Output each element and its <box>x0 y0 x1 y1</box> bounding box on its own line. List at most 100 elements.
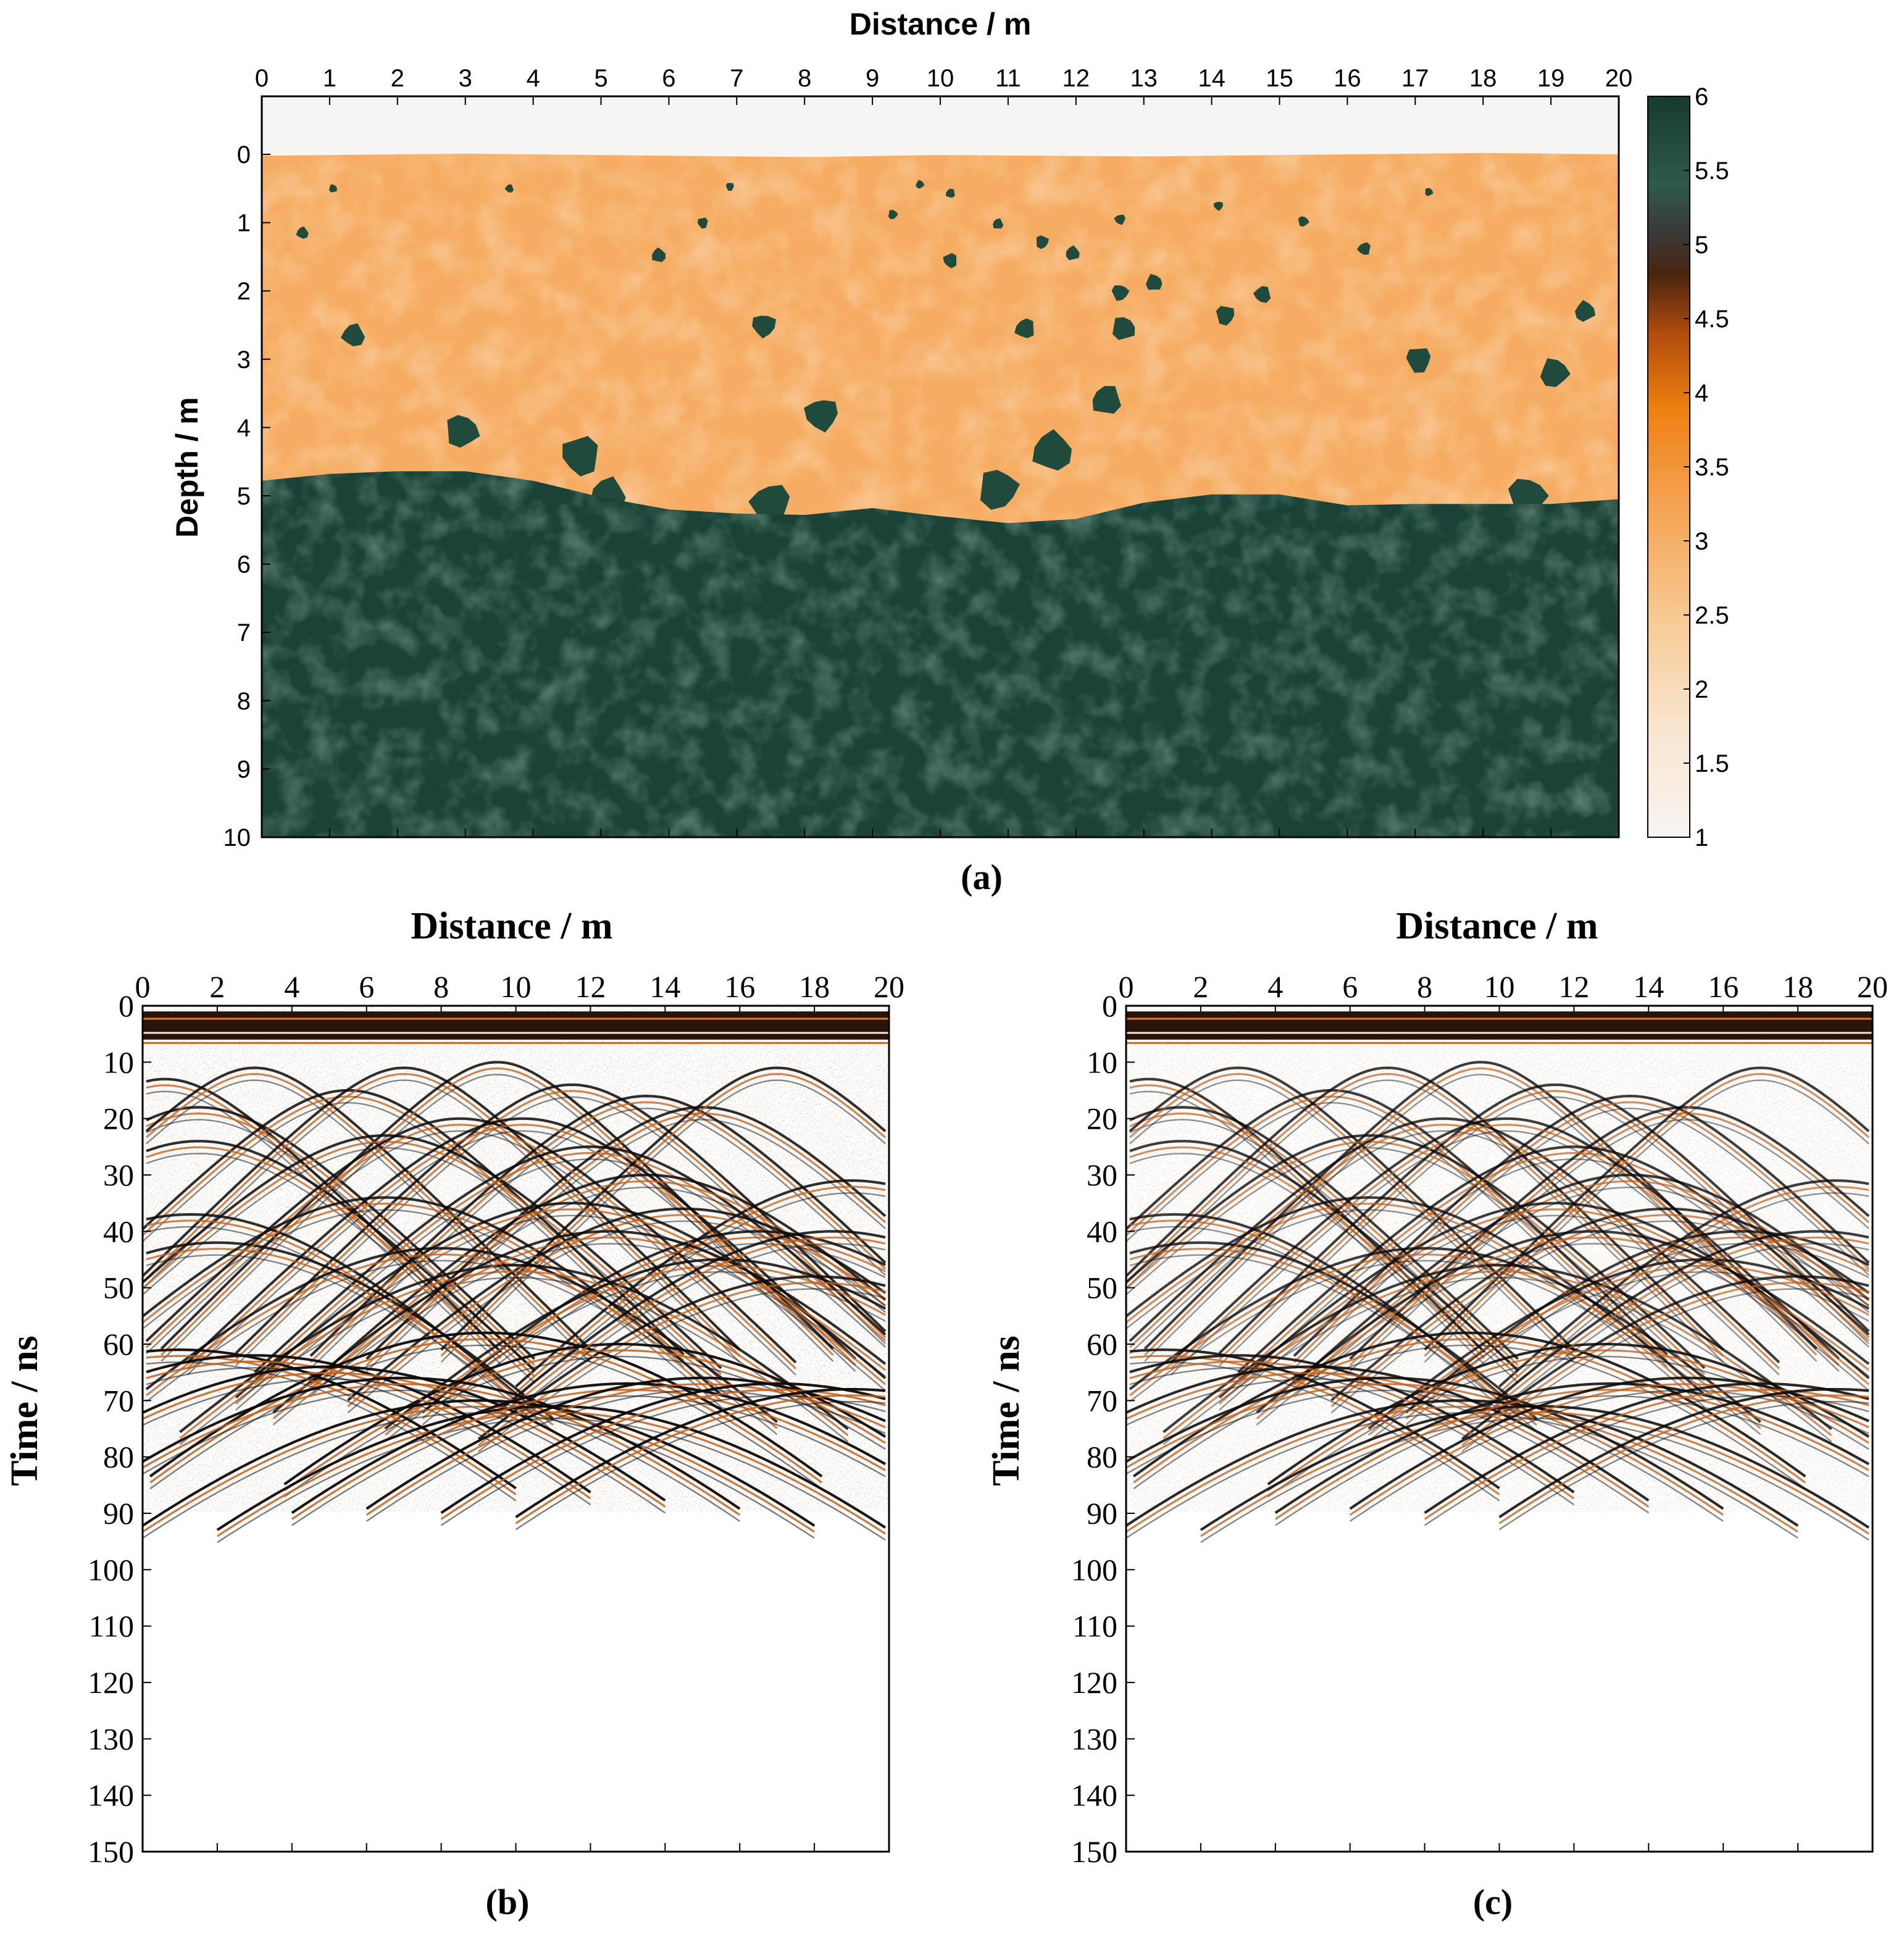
reflection-hyperbola <box>1129 1106 1519 1360</box>
colorbar-tick-label: 1.5 <box>1695 750 1729 777</box>
x-tick-label: 12 <box>1063 65 1090 92</box>
y-tick-label: 0 <box>237 141 251 169</box>
boulder <box>1253 286 1271 303</box>
x-tick-label: 2 <box>209 969 225 1004</box>
reflection-hyperbola <box>143 1066 741 1351</box>
x-axis-title: Distance / m <box>850 7 1032 41</box>
reflection-hyperbola <box>1405 1243 1869 1426</box>
reflection-hyperbola <box>1256 1236 1869 1419</box>
colorbar-tick-label: 1 <box>1695 824 1708 851</box>
reflection-hyperbola <box>149 1338 823 1484</box>
reflection-hyperbola <box>1200 1405 1870 1531</box>
boulder <box>329 184 337 193</box>
reflection-hyperbola <box>254 1158 886 1385</box>
reflection-hyperbola <box>1126 1095 1668 1362</box>
y-tick-label: 7 <box>237 619 251 646</box>
x-tick-label: 7 <box>730 65 743 92</box>
y-tick-label: 20 <box>103 1101 134 1136</box>
boulder <box>1032 429 1072 471</box>
x-tick-label: 18 <box>1469 65 1497 92</box>
reflection-hyperbola <box>1330 1214 1869 1408</box>
reflection-hyperbola <box>1129 1241 1538 1420</box>
boulder <box>562 436 598 477</box>
colorbar-tick-label: 4 <box>1695 380 1708 407</box>
x-tick-label: 10 <box>1484 969 1515 1004</box>
reflection-hyperbola <box>1133 1338 1806 1484</box>
x-tick-label: 0 <box>1119 969 1134 1004</box>
reflection-hyperbola <box>1367 1258 1869 1430</box>
y-tick-label: 80 <box>103 1440 134 1474</box>
panel-caption: (b) <box>486 1882 530 1922</box>
y-tick-label: 60 <box>1087 1327 1117 1361</box>
y-tick-label: 10 <box>103 1045 134 1079</box>
reflection-hyperbola <box>1498 1185 1869 1394</box>
y-tick-label: 20 <box>1087 1101 1117 1136</box>
boulder <box>748 485 790 522</box>
reflection-hyperbola <box>1498 1394 1869 1524</box>
y-tick-label: 0 <box>119 988 134 1023</box>
y-axis-title: Time / ns <box>4 1335 46 1486</box>
reflection-hyperbola <box>1126 1372 1650 1508</box>
colorbar: 1 1.5 2 2.5 3 3.5 4 4.5 5 5.5 6 <box>1647 83 1729 851</box>
x-tick-label: 4 <box>526 65 540 92</box>
reflection-hyperbola <box>143 1134 722 1369</box>
boulder <box>1575 300 1596 322</box>
reflection-hyperbola <box>1461 1281 1869 1447</box>
reflection-hyperbola <box>1126 1378 1649 1514</box>
reflection-hyperbola <box>1219 1214 1869 1411</box>
reflection-hyperbola <box>1144 1074 1818 1362</box>
reflection-hyperbola <box>291 1389 886 1520</box>
reflection-hyperbola <box>1293 1173 1870 1385</box>
reflection-hyperbola <box>1480 1236 1869 1419</box>
reflection-hyperbolas <box>1126 1061 1870 1544</box>
reflection-hyperbola <box>384 1258 886 1430</box>
reflection-hyperbola <box>1267 1349 1869 1492</box>
direct-wave-band <box>1126 1011 1873 1040</box>
reflection-hyperbola <box>347 1207 887 1402</box>
reflection-hyperbola <box>1424 1382 1869 1515</box>
y-tick-label: 150 <box>88 1834 134 1869</box>
colorbar-ramp <box>1647 96 1690 838</box>
boulder <box>943 253 957 269</box>
y-tick-label: 150 <box>1071 1834 1117 1869</box>
x-tick-label: 15 <box>1266 65 1293 92</box>
colorbar-tick-label: 5 <box>1695 232 1708 259</box>
reflection-hyperbola <box>1480 1243 1869 1426</box>
y-tick-label: 100 <box>88 1552 134 1587</box>
x-tick-label: 16 <box>1708 969 1739 1004</box>
reflection-hyperbola <box>1144 1067 1818 1356</box>
x-tick-label: 3 <box>459 65 472 92</box>
reflection-hyperbola <box>146 1219 528 1411</box>
reflection-hyperbola <box>235 1214 886 1411</box>
colorbar-tick-label: 4.5 <box>1695 306 1729 333</box>
x-tick-label: 11 <box>995 65 1021 92</box>
reflection-hyperbola <box>143 1376 741 1510</box>
y-tick-label: 2 <box>237 278 251 305</box>
boulder <box>1298 216 1309 227</box>
y-tick-label: 130 <box>1071 1721 1117 1756</box>
reflection-hyperbola <box>309 1173 887 1385</box>
reflection-hyperbola <box>272 1230 887 1414</box>
boulder <box>804 400 838 433</box>
boulder <box>1406 348 1431 373</box>
boulder <box>752 316 776 339</box>
boulder <box>296 226 309 239</box>
reflection-hyperbola <box>1129 1213 1511 1405</box>
reflection-hyperbola <box>1274 1382 1870 1515</box>
x-tick-label: 5 <box>594 65 608 92</box>
colorbar-tick-label: 6 <box>1695 83 1708 111</box>
reflection-hyperbola <box>146 1354 591 1494</box>
reflection-hyperbola <box>365 1119 886 1373</box>
reflection-hyperbola <box>1163 1263 1832 1434</box>
reflection-hyperbola <box>496 1236 886 1419</box>
reflection-hyperbola <box>1275 1395 1869 1526</box>
y-tick-label: 1 <box>237 210 251 237</box>
reflection-hyperbola <box>146 1213 528 1405</box>
axis-ticks: 0 1 2 3 4 5 6 7 8 9 10 11 12 13 14 15 16 17 18 19 2001234567… <box>223 65 1633 851</box>
reflection-hyperbola <box>1424 1079 1869 1363</box>
x-tick-label: 9 <box>866 65 879 92</box>
boulder <box>1216 306 1235 326</box>
y-axis-title: Depth / m <box>170 397 204 538</box>
reflection-hyperbola <box>1126 1383 1724 1516</box>
reflection-hyperbola <box>1274 1389 1869 1520</box>
